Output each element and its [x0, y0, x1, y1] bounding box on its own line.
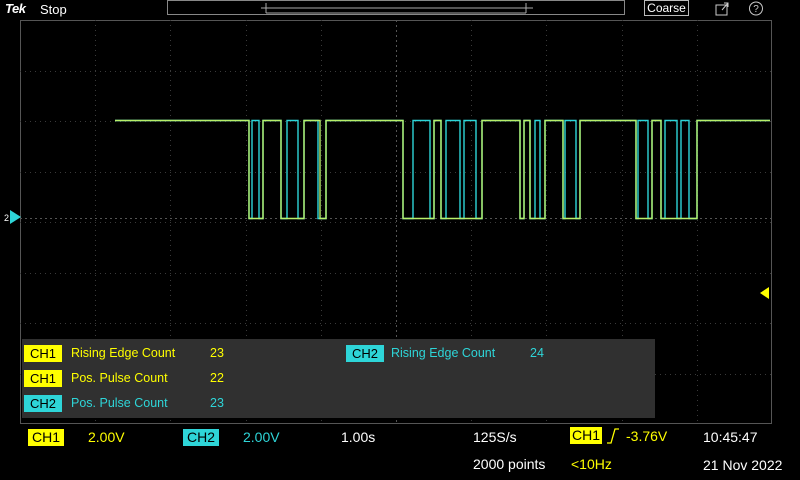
ch1-pos-pulse-label: Pos. Pulse Count: [71, 371, 168, 385]
clock-date: 21 Nov 2022: [703, 457, 783, 473]
coarse-button[interactable]: Coarse: [644, 0, 689, 16]
ch2-pos-pulse-value: 23: [210, 396, 224, 410]
timebase[interactable]: 1.00s: [341, 429, 376, 445]
ch2-volts-per-div[interactable]: 2.00V: [243, 429, 280, 445]
brand-logo: Tek: [5, 1, 26, 16]
svg-text:?: ?: [753, 4, 759, 15]
ch1-badge: CH1: [24, 370, 62, 387]
ch2-badge: CH2: [24, 395, 62, 412]
ch1-pos-pulse-value: 22: [210, 371, 224, 385]
export-icon[interactable]: [714, 1, 730, 16]
trigger-source-badge[interactable]: CH1: [570, 427, 602, 444]
trigger-level[interactable]: -3.76V: [626, 428, 668, 444]
measurement-panel: CH1 Rising Edge Count 23 CH2 Rising Edge…: [22, 339, 655, 418]
ch2-scale-badge[interactable]: CH2: [183, 429, 219, 446]
trigger-level-marker-icon[interactable]: [758, 286, 772, 300]
ch1-rising-edge-value: 23: [210, 346, 224, 360]
ch2-rising-edge-value: 24: [530, 346, 544, 360]
ch2-pos-pulse-label: Pos. Pulse Count: [71, 396, 168, 410]
run-state[interactable]: Stop: [40, 2, 67, 17]
help-icon[interactable]: ?: [748, 1, 764, 16]
record-length: 2000 points: [473, 456, 546, 472]
trigger-frequency: <10Hz: [571, 456, 612, 472]
rising-edge-icon: [607, 428, 619, 444]
ch2-waveform: [115, 119, 770, 220]
ch2-rising-edge-label: Rising Edge Count: [391, 346, 496, 360]
ch2-badge: CH2: [346, 345, 384, 362]
ch-ground-marker-icon[interactable]: 2: [2, 210, 22, 224]
top-bar: Tek Stop Coarse ?: [0, 0, 800, 18]
sample-rate: 125S/s: [473, 429, 517, 445]
ch1-waveform: [115, 119, 770, 220]
svg-text:2: 2: [4, 213, 9, 223]
ch1-volts-per-div[interactable]: 2.00V: [88, 429, 125, 445]
ch1-badge: CH1: [24, 345, 62, 362]
record-view-bar[interactable]: [167, 0, 625, 15]
ch1-rising-edge-label: Rising Edge Count: [71, 346, 176, 360]
clock-time: 10:45:47: [703, 429, 758, 445]
ch1-scale-badge[interactable]: CH1: [28, 429, 64, 446]
record-view-window-icon: [261, 3, 533, 14]
